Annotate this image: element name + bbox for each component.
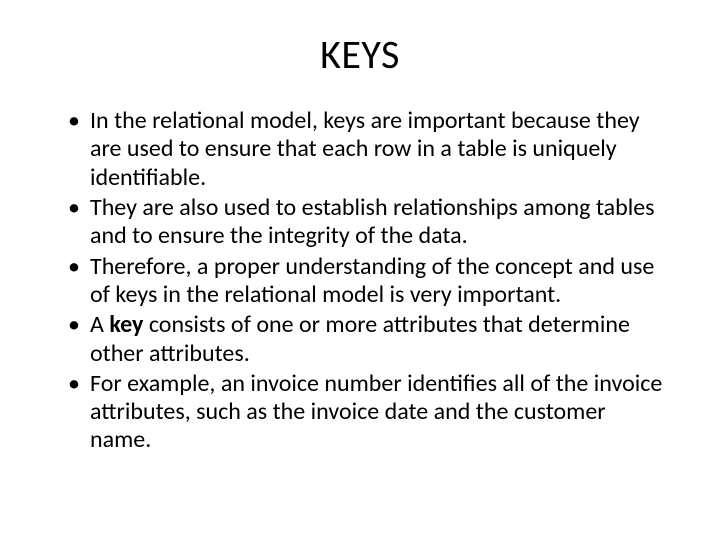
slide-title: KEYS xyxy=(50,30,670,79)
bullet-item: A key consists of one or more attributes… xyxy=(68,311,666,368)
bullet-list: In the relational model, keys are import… xyxy=(50,107,670,455)
bullet-item: In the relational model, keys are import… xyxy=(68,107,666,192)
slide: KEYS In the relational model, keys are i… xyxy=(0,0,720,540)
bullet-item: Therefore, a proper understanding of the… xyxy=(68,253,666,310)
bullet-item: For example, an invoice number identifie… xyxy=(68,370,666,455)
bullet-item: They are also used to establish relation… xyxy=(68,194,666,251)
